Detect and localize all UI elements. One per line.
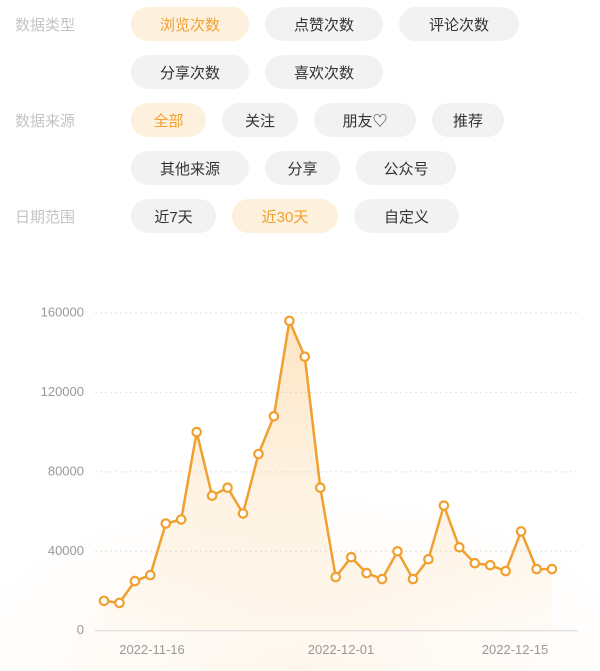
svg-text:0: 0 [77, 622, 84, 637]
svg-text:120000: 120000 [41, 384, 84, 399]
svg-text:2022-11-16: 2022-11-16 [119, 642, 185, 657]
svg-text:160000: 160000 [41, 305, 84, 320]
svg-text:2022-12-15: 2022-12-15 [482, 642, 549, 657]
svg-text:80000: 80000 [48, 463, 84, 478]
svg-text:2022-12-01: 2022-12-01 [308, 642, 375, 657]
svg-text:40000: 40000 [48, 543, 84, 558]
